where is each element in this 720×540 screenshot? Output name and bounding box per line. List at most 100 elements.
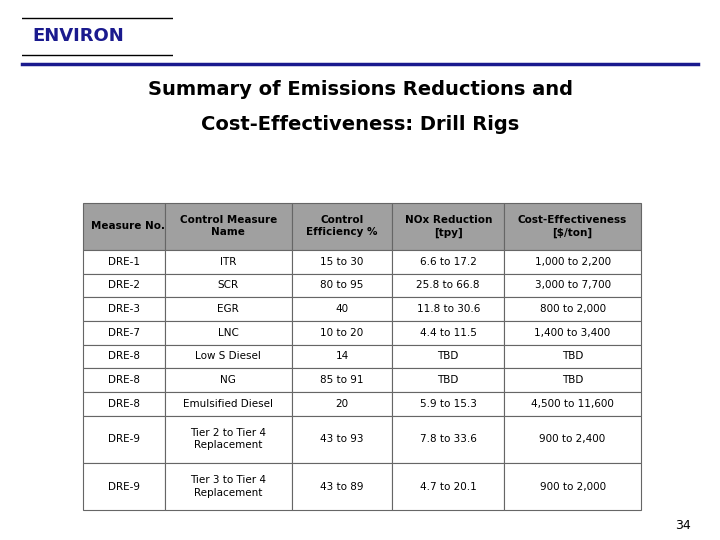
Text: 10 to 20: 10 to 20 [320,328,364,338]
Bar [504,392,641,416]
Bar [504,416,641,463]
Bar [165,297,292,321]
Bar [504,321,641,345]
Bar [292,297,392,321]
Bar [165,250,292,274]
Text: Tier 3 to Tier 4
Replacement: Tier 3 to Tier 4 Replacement [190,475,266,498]
Bar [392,297,504,321]
Bar [392,463,504,510]
Text: ITR: ITR [220,256,237,267]
Text: Tier 2 to Tier 4
Replacement: Tier 2 to Tier 4 Replacement [190,428,266,450]
Text: TBD: TBD [438,375,459,385]
Text: Emulsified Diesel: Emulsified Diesel [184,399,274,409]
Bar [292,202,392,250]
Text: 1,000 to 2,200: 1,000 to 2,200 [534,256,611,267]
Text: DRE-2: DRE-2 [108,280,140,291]
Text: ENVIRON: ENVIRON [32,28,124,45]
Text: 6.6 to 17.2: 6.6 to 17.2 [420,256,477,267]
Text: Cost-Effectiveness
[$/ton]: Cost-Effectiveness [$/ton] [518,215,627,238]
Text: NOx Reduction
[tpy]: NOx Reduction [tpy] [405,215,492,238]
Bar [165,392,292,416]
Text: Summary of Emissions Reductions and: Summary of Emissions Reductions and [148,80,572,99]
Bar [504,463,641,510]
Bar [83,202,165,250]
Text: Measure No.: Measure No. [91,221,165,231]
Bar [292,416,392,463]
Bar [392,202,504,250]
Text: 5.9 to 15.3: 5.9 to 15.3 [420,399,477,409]
Text: DRE-9: DRE-9 [108,482,140,491]
Text: 4.7 to 20.1: 4.7 to 20.1 [420,482,477,491]
Text: DRE-8: DRE-8 [108,399,140,409]
Text: TBD: TBD [438,352,459,361]
Text: 40: 40 [336,304,348,314]
Text: 7.8 to 33.6: 7.8 to 33.6 [420,434,477,444]
Bar [292,368,392,392]
Text: DRE-9: DRE-9 [108,434,140,444]
Bar [83,368,165,392]
Text: 14: 14 [336,352,348,361]
Text: 900 to 2,400: 900 to 2,400 [539,434,606,444]
Text: 15 to 30: 15 to 30 [320,256,364,267]
Bar [165,368,292,392]
Text: 20: 20 [336,399,348,409]
Text: Control Measure
Name: Control Measure Name [180,215,277,238]
Bar [83,392,165,416]
Bar [165,202,292,250]
Bar [165,321,292,345]
Bar [292,463,392,510]
Text: 34: 34 [675,519,691,532]
Bar [83,416,165,463]
Bar [83,274,165,297]
Text: 43 to 93: 43 to 93 [320,434,364,444]
Bar [292,250,392,274]
Text: 900 to 2,000: 900 to 2,000 [539,482,606,491]
Bar [504,250,641,274]
Text: Control
Efficiency %: Control Efficiency % [306,215,378,238]
Text: EGR: EGR [217,304,239,314]
Text: TBD: TBD [562,352,583,361]
Bar [392,392,504,416]
Bar [392,345,504,368]
Text: Low S Diesel: Low S Diesel [195,352,261,361]
Bar [83,463,165,510]
Bar [504,368,641,392]
Text: DRE-7: DRE-7 [108,328,140,338]
Bar [83,321,165,345]
Text: 43 to 89: 43 to 89 [320,482,364,491]
Text: LNC: LNC [218,328,239,338]
Text: 4.4 to 11.5: 4.4 to 11.5 [420,328,477,338]
Text: SCR: SCR [218,280,239,291]
Text: 11.8 to 30.6: 11.8 to 30.6 [417,304,480,314]
Text: Cost-Effectiveness: Drill Rigs: Cost-Effectiveness: Drill Rigs [201,116,519,134]
Bar [165,274,292,297]
Bar [83,345,165,368]
Text: 25.8 to 66.8: 25.8 to 66.8 [416,280,480,291]
Bar [504,297,641,321]
Bar [292,345,392,368]
Bar [392,250,504,274]
Bar [504,274,641,297]
Text: 80 to 95: 80 to 95 [320,280,364,291]
Bar [504,345,641,368]
Text: DRE-3: DRE-3 [108,304,140,314]
Bar [292,321,392,345]
Text: DRE-8: DRE-8 [108,352,140,361]
Bar [504,202,641,250]
Bar [392,416,504,463]
Bar [392,274,504,297]
Bar [165,463,292,510]
Bar [392,368,504,392]
Text: 4,500 to 11,600: 4,500 to 11,600 [531,399,614,409]
Text: NG: NG [220,375,236,385]
Bar [392,321,504,345]
Text: 85 to 91: 85 to 91 [320,375,364,385]
Text: 1,400 to 3,400: 1,400 to 3,400 [534,328,611,338]
Text: DRE-1: DRE-1 [108,256,140,267]
Bar [83,297,165,321]
Bar [292,274,392,297]
Bar [83,250,165,274]
Text: DRE-8: DRE-8 [108,375,140,385]
Bar [165,345,292,368]
Text: TBD: TBD [562,375,583,385]
